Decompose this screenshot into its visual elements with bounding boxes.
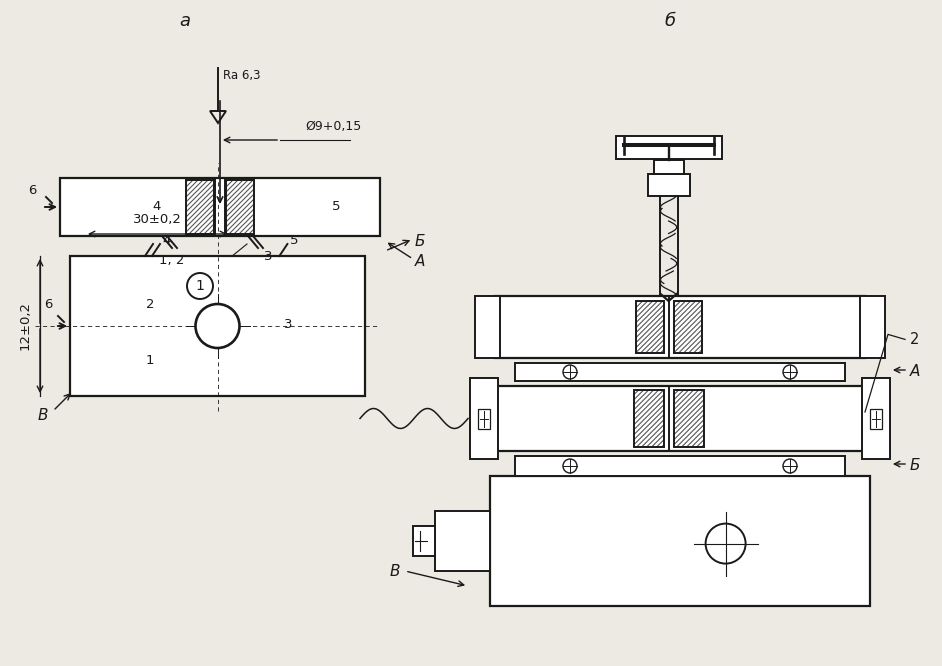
Circle shape — [187, 273, 213, 299]
Bar — [70, 256, 365, 396]
Bar — [490, 476, 870, 606]
Circle shape — [706, 523, 746, 563]
Bar — [636, 301, 663, 353]
Bar — [470, 378, 498, 459]
Text: А: А — [415, 254, 426, 268]
Text: 4: 4 — [152, 200, 160, 212]
Bar — [60, 178, 380, 236]
Text: Ø9+0,15: Ø9+0,15 — [305, 120, 361, 133]
Bar — [654, 160, 684, 174]
Text: 6: 6 — [28, 184, 36, 198]
Text: 2: 2 — [146, 298, 154, 310]
Text: А: А — [910, 364, 920, 380]
Text: 1, 2: 1, 2 — [159, 254, 185, 267]
Text: 3: 3 — [284, 318, 293, 332]
Text: 30±0,2: 30±0,2 — [133, 213, 182, 226]
Text: 5: 5 — [332, 200, 340, 212]
Circle shape — [783, 365, 797, 379]
Text: а: а — [180, 12, 190, 30]
Bar — [475, 296, 500, 358]
Text: 3: 3 — [264, 250, 272, 263]
Text: 4: 4 — [162, 234, 171, 246]
Text: В: В — [38, 408, 48, 424]
Text: Б: Б — [910, 458, 920, 474]
Bar — [515, 363, 845, 381]
Bar — [495, 296, 865, 358]
Bar — [435, 511, 490, 571]
Text: 6: 6 — [44, 298, 52, 310]
Circle shape — [563, 459, 577, 473]
Text: 5: 5 — [290, 234, 299, 246]
Bar — [862, 378, 890, 459]
Text: б: б — [664, 12, 675, 30]
Text: 12±0,2: 12±0,2 — [19, 302, 32, 350]
Bar — [515, 456, 845, 476]
Circle shape — [783, 459, 797, 473]
Text: 1: 1 — [146, 354, 154, 366]
Text: Ra 6,3: Ra 6,3 — [223, 69, 261, 81]
Bar — [226, 180, 254, 234]
Bar — [870, 408, 882, 428]
Text: Б: Б — [415, 234, 426, 248]
Text: 1: 1 — [196, 279, 204, 293]
Bar — [674, 301, 702, 353]
Text: В: В — [390, 563, 400, 579]
Bar — [478, 408, 490, 428]
Bar — [860, 296, 885, 358]
Circle shape — [563, 365, 577, 379]
Bar — [186, 180, 214, 234]
Bar — [616, 136, 722, 159]
Bar — [413, 526, 435, 556]
Bar — [674, 390, 704, 447]
Text: 2: 2 — [910, 332, 919, 347]
Bar — [634, 390, 663, 447]
Bar — [647, 174, 690, 196]
Bar — [495, 386, 865, 451]
Circle shape — [196, 304, 239, 348]
